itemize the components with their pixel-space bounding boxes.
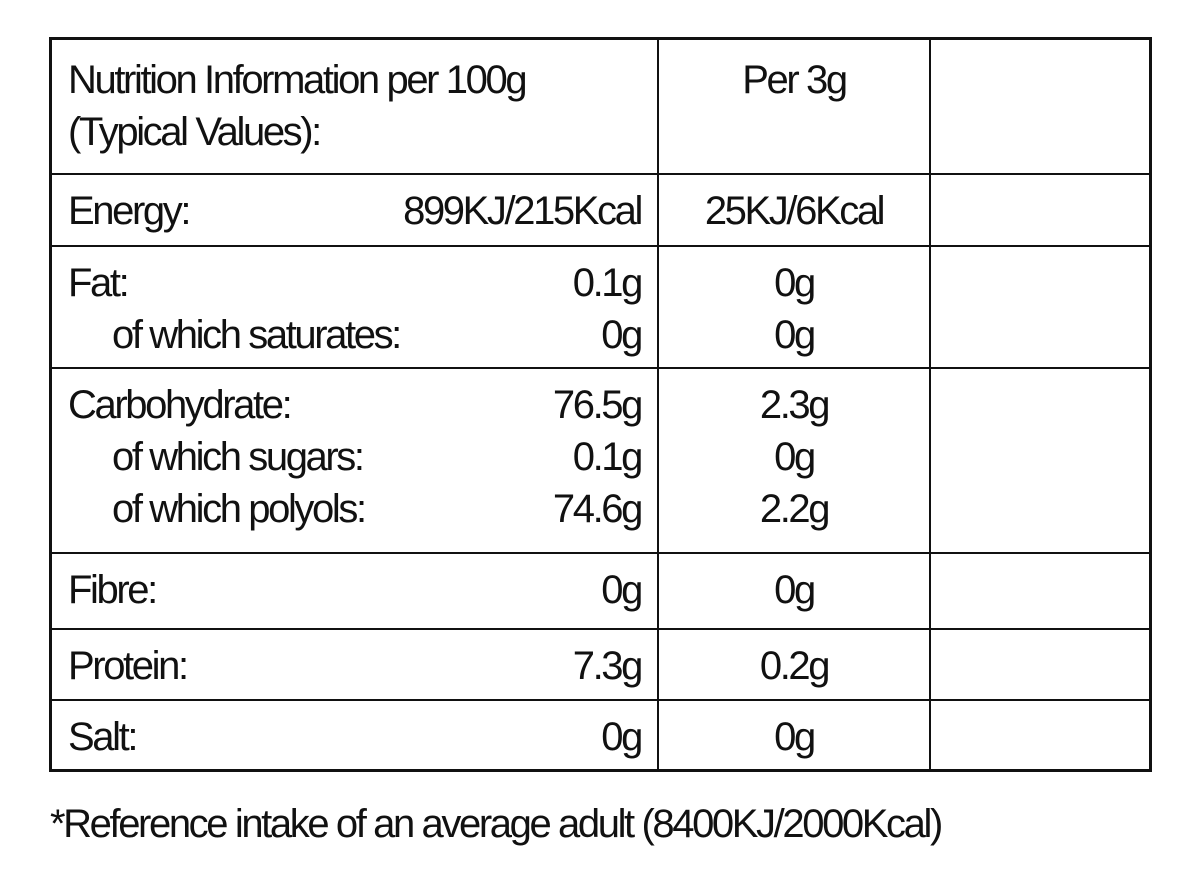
salt-per3g-cell: 0g (659, 701, 931, 769)
fat-per3g-cell: 0g 0g (659, 247, 931, 369)
salt-per100g-value: 0g (601, 715, 643, 759)
header-title-line2: (Typical Values): (68, 110, 322, 154)
protein-per3g-value: 0.2g (759, 644, 831, 688)
saturates-per100g-value: 0g (601, 313, 643, 357)
protein-label: Protein: (68, 644, 189, 688)
energy-label-cell: Energy: 899KJ/215Kcal (52, 175, 659, 247)
fat-ri-cell (931, 247, 1149, 369)
carbohydrate-label: Carbohydrate: (68, 383, 293, 427)
sugars-per3g-value: 0g (774, 435, 816, 479)
salt-label: Salt: (68, 715, 138, 759)
energy-label: Energy: (68, 189, 191, 233)
salt-per3g-value: 0g (774, 715, 816, 759)
saturates-per3g-value: 0g (774, 313, 816, 357)
sugars-per100g-value: 0.1g (572, 435, 644, 479)
fibre-per3g-cell: 0g (659, 554, 931, 630)
energy-per3g-value: 25KJ/6Kcal (704, 189, 886, 233)
polyols-label: of which polyols: (112, 487, 367, 531)
carbohydrate-per3g-value: 2.3g (759, 383, 831, 427)
fat-per100g-value: 0.1g (572, 261, 644, 305)
sugars-label: of which sugars: (112, 435, 365, 479)
polyols-per3g-value: 2.2g (759, 487, 831, 531)
energy-per100g-value: 899KJ/215Kcal (403, 189, 643, 233)
fibre-ri-cell (931, 554, 1149, 630)
fat-per3g-value: 0g (774, 261, 816, 305)
fibre-per3g-value: 0g (774, 568, 816, 612)
reference-intake-footnote: *Reference intake of an average adult (8… (50, 802, 943, 846)
salt-label-cell: Salt: 0g (52, 701, 659, 769)
header-title: Nutrition Information per 100g (Typical … (68, 54, 528, 158)
protein-per100g-value: 7.3g (572, 644, 644, 688)
header-title-line1: Nutrition Information per 100g (68, 58, 528, 102)
protein-label-cell: Protein: 7.3g (52, 630, 659, 701)
fat-label-cell: Fat: of which saturates: 0.1g 0g (52, 247, 659, 369)
nutrition-table: Nutrition Information per 100g (Typical … (49, 37, 1152, 772)
header-reference-intake (931, 40, 1149, 54)
polyols-per100g-value: 74.6g (552, 487, 644, 531)
header-per-serving-cell: Per 3g (659, 40, 931, 175)
energy-ri-cell (931, 175, 1149, 247)
fibre-per100g-value: 0g (601, 568, 643, 612)
fat-label: Fat: (68, 261, 130, 305)
protein-ri-cell (931, 630, 1149, 701)
carbohydrate-ri-cell (931, 369, 1149, 554)
header-per-serving: Per 3g (742, 58, 848, 102)
protein-per3g-cell: 0.2g (659, 630, 931, 701)
header-reference-intake-cell (931, 40, 1149, 175)
header-nutrition-info-cell: Nutrition Information per 100g (Typical … (52, 40, 659, 175)
saturates-label: of which saturates: (112, 313, 402, 357)
salt-ri-cell (931, 701, 1149, 769)
fibre-label: Fibre: (68, 568, 158, 612)
fibre-label-cell: Fibre: 0g (52, 554, 659, 630)
carbohydrate-per100g-value: 76.5g (552, 383, 644, 427)
energy-per3g-cell: 25KJ/6Kcal (659, 175, 931, 247)
carbohydrate-label-cell: Carbohydrate: of which sugars: of which … (52, 369, 659, 554)
carbohydrate-per3g-cell: 2.3g 0g 2.2g (659, 369, 931, 554)
